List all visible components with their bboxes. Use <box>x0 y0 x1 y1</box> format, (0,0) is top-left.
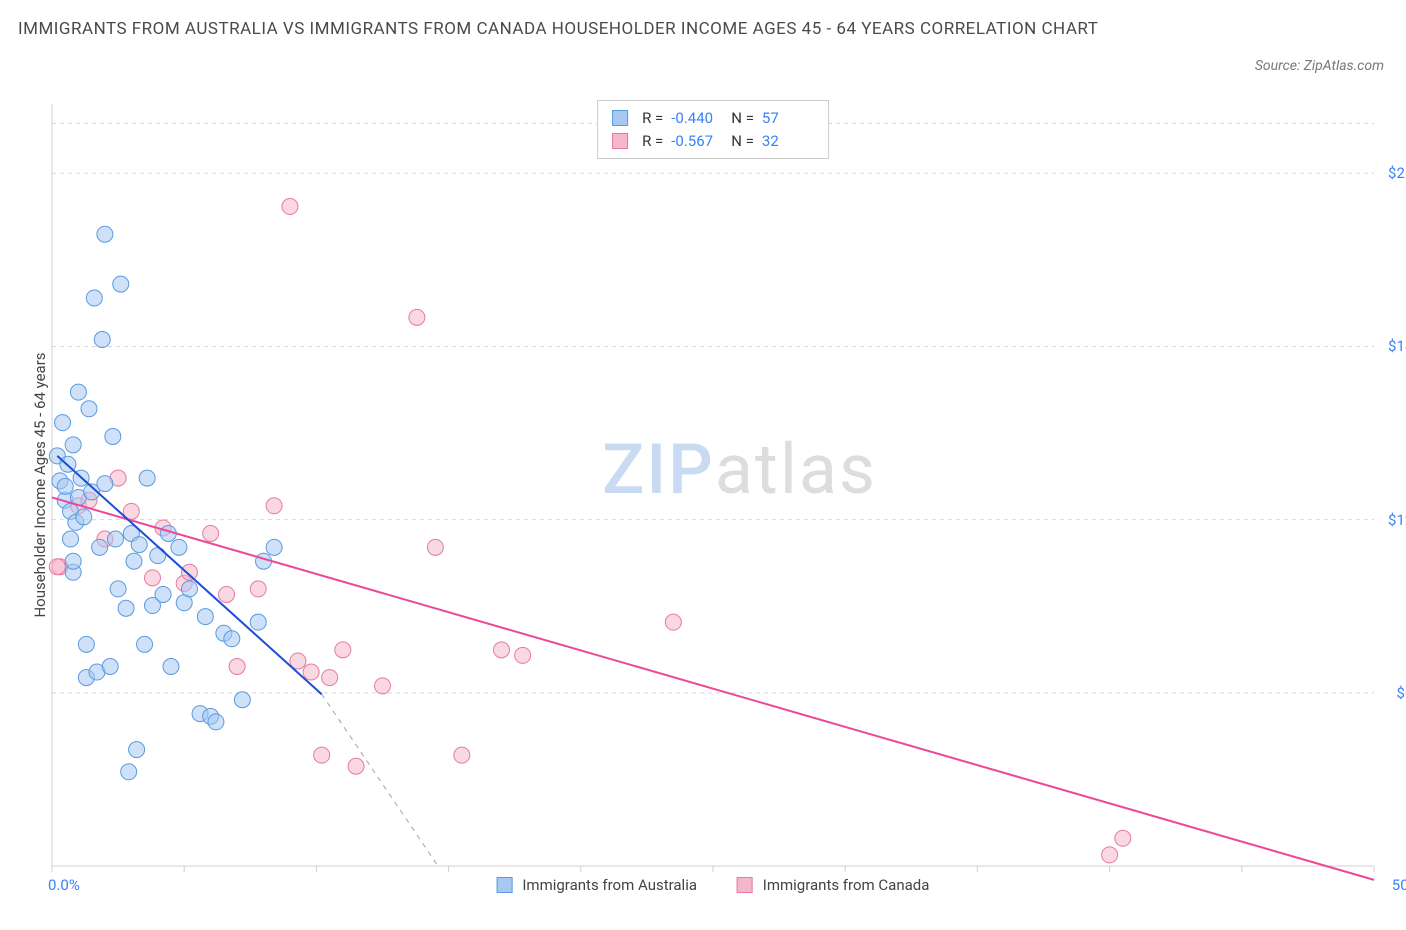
chart-title: IMMIGRANTS FROM AUSTRALIA VS IMMIGRANTS … <box>18 16 1146 43</box>
swatch-australia-icon <box>612 110 628 126</box>
stats-row-canada: R = -0.567 N = 32 <box>612 130 814 153</box>
source-attribution: Source: ZipAtlas.com <box>1255 58 1384 74</box>
swatch-canada-icon <box>737 877 753 893</box>
scatter-plot <box>48 100 1378 870</box>
x-axis-start-label: 0.0% <box>48 876 80 894</box>
correlation-stats-box: R = -0.440 N = 57 R = -0.567 N = 32 <box>597 100 829 159</box>
y-tick-label: $125,000 <box>1388 511 1406 529</box>
bottom-legend: Immigrants from Australia Immigrants fro… <box>497 876 930 894</box>
legend-label-canada: Immigrants from Canada <box>763 876 930 894</box>
n-label: N = <box>731 130 754 153</box>
chart-area: Householder Income Ages 45 - 64 years ZI… <box>48 100 1378 870</box>
y-axis-label: Householder Income Ages 45 - 64 years <box>31 352 49 617</box>
n-value-australia: 57 <box>762 107 814 130</box>
r-value-australia: -0.440 <box>671 107 723 130</box>
r-label: R = <box>642 130 663 153</box>
r-label: R = <box>642 107 663 130</box>
r-value-canada: -0.567 <box>671 130 723 153</box>
n-value-canada: 32 <box>762 130 814 153</box>
legend-item-australia: Immigrants from Australia <box>497 876 697 894</box>
x-axis-end-label: 50.0% <box>1392 876 1406 894</box>
y-tick-label: $250,000 <box>1388 164 1406 182</box>
stats-row-australia: R = -0.440 N = 57 <box>612 107 814 130</box>
n-label: N = <box>731 107 754 130</box>
swatch-canada-icon <box>612 133 628 149</box>
y-tick-label: $62,500 <box>1396 684 1406 702</box>
legend-item-canada: Immigrants from Canada <box>737 876 929 894</box>
swatch-australia-icon <box>497 877 513 893</box>
legend-label-australia: Immigrants from Australia <box>522 876 697 894</box>
y-tick-label: $187,500 <box>1388 337 1406 355</box>
